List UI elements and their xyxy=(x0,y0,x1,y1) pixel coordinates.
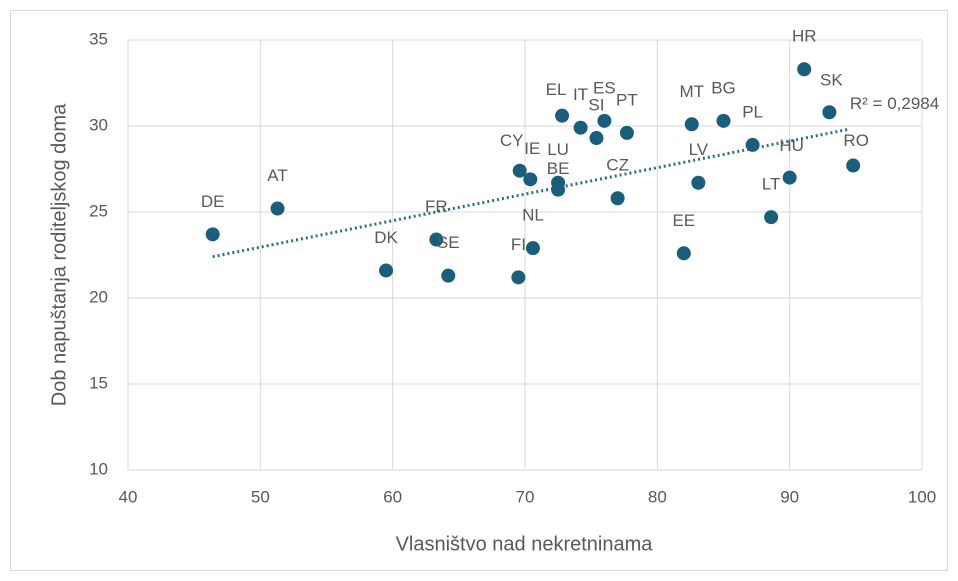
point-label: SK xyxy=(820,71,843,90)
point xyxy=(551,182,566,197)
point-label: FR xyxy=(425,197,448,216)
point xyxy=(797,62,812,77)
point xyxy=(764,210,779,225)
point xyxy=(619,125,634,140)
point-label: LV xyxy=(689,140,709,159)
x-tick-label: 40 xyxy=(119,487,138,506)
point xyxy=(846,158,861,173)
point xyxy=(555,108,570,123)
y-tick-label: 15 xyxy=(89,373,108,392)
point xyxy=(523,172,538,187)
point xyxy=(270,201,285,216)
x-tick-label: 60 xyxy=(383,487,402,506)
point-label: AT xyxy=(267,166,287,185)
y-tick-label: 35 xyxy=(89,29,108,48)
x-tick-label: 100 xyxy=(908,487,936,506)
point-label: NL xyxy=(522,206,544,225)
y-tick-label: 10 xyxy=(89,459,108,478)
point-label: HU xyxy=(779,136,804,155)
point-label: DK xyxy=(374,228,398,247)
point xyxy=(691,175,706,190)
point xyxy=(716,113,731,128)
point-label: SE xyxy=(437,233,460,252)
y-axis-title: Dob napuštanja roditeljskog doma xyxy=(48,103,70,406)
point-label: RO xyxy=(843,131,869,150)
point-label: LU xyxy=(547,140,569,159)
x-tick-label: 70 xyxy=(516,487,535,506)
point xyxy=(511,270,526,285)
point-label: DE xyxy=(201,192,225,211)
x-axis-title: Vlasništvo nad nekretninama xyxy=(396,533,654,555)
y-tick-label: 30 xyxy=(89,115,108,134)
point-label: BE xyxy=(547,159,570,178)
point-label: PT xyxy=(616,90,638,109)
point xyxy=(745,137,760,152)
point-label: SI xyxy=(588,96,604,115)
x-tick-label: 50 xyxy=(251,487,270,506)
point xyxy=(597,113,612,128)
point xyxy=(822,105,837,120)
chart-frame xyxy=(10,10,948,571)
point-label: BG xyxy=(711,78,736,97)
point xyxy=(610,191,625,206)
point xyxy=(441,268,456,283)
point xyxy=(205,227,220,242)
point-label: CZ xyxy=(606,156,629,175)
point-label: PL xyxy=(742,102,763,121)
point-label: EL xyxy=(546,80,567,99)
point-label: IT xyxy=(573,85,588,104)
point xyxy=(379,263,394,278)
point xyxy=(676,246,691,261)
point xyxy=(589,131,604,146)
point xyxy=(525,241,540,256)
point-label: EE xyxy=(672,211,695,230)
point xyxy=(429,232,444,247)
point xyxy=(684,117,699,132)
point xyxy=(512,163,527,178)
point xyxy=(782,170,797,185)
trendline-label: R² = 0,2984 xyxy=(850,94,939,113)
x-tick-label: 90 xyxy=(780,487,799,506)
point-label: FI xyxy=(511,235,526,254)
y-tick-label: 20 xyxy=(89,287,108,306)
point xyxy=(573,120,588,135)
y-tick-label: 25 xyxy=(89,201,108,220)
point-label: ES xyxy=(593,78,616,97)
point-label: LT xyxy=(762,175,781,194)
x-tick-label: 80 xyxy=(648,487,667,506)
point-label: CY xyxy=(500,131,524,150)
point-label: HR xyxy=(792,27,817,46)
point-label: IE xyxy=(524,139,540,158)
point-label: MT xyxy=(679,82,704,101)
